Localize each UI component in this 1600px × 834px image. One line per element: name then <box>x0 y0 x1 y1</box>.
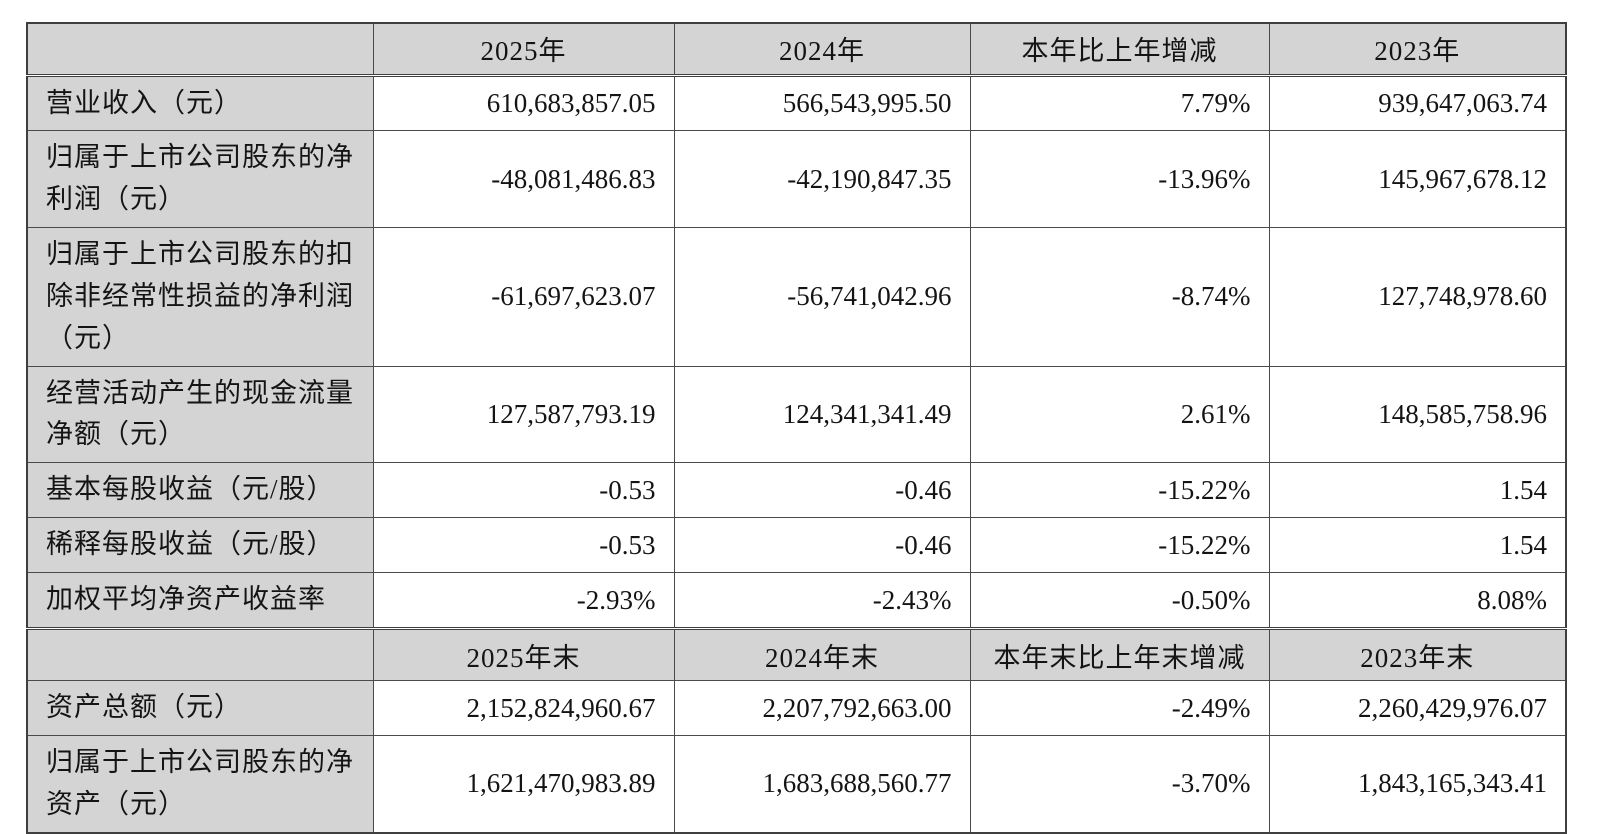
table-header-annual: 2025年 2024年 本年比上年增减 2023年 <box>26 22 1567 77</box>
cell-2024: -42,190,847.35 <box>673 130 971 229</box>
cell-2025: 610,683,857.05 <box>372 74 675 132</box>
header-end-2025: 2025年末 <box>372 628 675 682</box>
table-row-net-assets: 归属于上市公司股东的净资产（元） 1,621,470,983.89 1,683,… <box>26 735 1567 834</box>
cell-2024: 2,207,792,663.00 <box>673 680 971 737</box>
row-label: 基本每股收益（元/股） <box>26 462 374 519</box>
table-row-basic-eps: 基本每股收益（元/股） -0.53 -0.46 -15.22% 1.54 <box>26 462 1567 519</box>
key-financial-data-table: 2025年 2024年 本年比上年增减 2023年 营业收入（元） 610,68… <box>26 22 1567 834</box>
cell-2025: -0.53 <box>372 462 675 519</box>
cell-yoy: 7.79% <box>969 74 1270 132</box>
header-yoy-change: 本年比上年增减 <box>969 22 1270 77</box>
cell-2024: 124,341,341.49 <box>673 365 971 464</box>
cell-2023: 1.54 <box>1268 462 1567 519</box>
table-row-operating-revenue: 营业收入（元） 610,683,857.05 566,543,995.50 7.… <box>26 74 1567 132</box>
cell-2023: 127,748,978.60 <box>1268 227 1567 367</box>
cell-2025: -48,081,486.83 <box>372 130 675 229</box>
header-year-2024: 2024年 <box>673 22 971 77</box>
row-label: 加权平均净资产收益率 <box>26 572 374 631</box>
table-row-operating-cash-flow: 经营活动产生的现金流量净额（元） 127,587,793.19 124,341,… <box>26 365 1567 464</box>
cell-2025: -61,697,623.07 <box>372 227 675 367</box>
header-end-2024: 2024年末 <box>673 628 971 682</box>
header-corner-cell <box>26 22 374 77</box>
row-label: 经营活动产生的现金流量净额（元） <box>26 365 374 464</box>
cell-yoy: -0.50% <box>969 572 1270 631</box>
cell-2023: 8.08% <box>1268 572 1567 631</box>
cell-2024: -2.43% <box>673 572 971 631</box>
cell-2025: 127,587,793.19 <box>372 365 675 464</box>
cell-2023: 145,967,678.12 <box>1268 130 1567 229</box>
table-row-total-assets: 资产总额（元） 2,152,824,960.67 2,207,792,663.0… <box>26 680 1567 737</box>
cell-yoy: -8.74% <box>969 227 1270 367</box>
table-row-diluted-eps: 稀释每股收益（元/股） -0.53 -0.46 -15.22% 1.54 <box>26 517 1567 574</box>
cell-2023: 2,260,429,976.07 <box>1268 680 1567 737</box>
cell-2025: 1,621,470,983.89 <box>372 735 675 834</box>
cell-yoy: -15.22% <box>969 517 1270 574</box>
cell-yoy: -3.70% <box>969 735 1270 834</box>
cell-2025: -2.93% <box>372 572 675 631</box>
table-row-weighted-avg-roe: 加权平均净资产收益率 -2.93% -2.43% -0.50% 8.08% <box>26 572 1567 631</box>
cell-yoy: -2.49% <box>969 680 1270 737</box>
table-row-net-profit: 归属于上市公司股东的净利润（元） -48,081,486.83 -42,190,… <box>26 130 1567 229</box>
header-end-yoy-change: 本年末比上年末增减 <box>969 628 1270 682</box>
row-label: 归属于上市公司股东的扣除非经常性损益的净利润（元） <box>26 227 374 367</box>
cell-2024: -0.46 <box>673 462 971 519</box>
cell-2024: 1,683,688,560.77 <box>673 735 971 834</box>
row-label: 资产总额（元） <box>26 680 374 737</box>
cell-yoy: 2.61% <box>969 365 1270 464</box>
cell-2024: 566,543,995.50 <box>673 74 971 132</box>
table-row-net-profit-excl-nonrecurring: 归属于上市公司股东的扣除非经常性损益的净利润（元） -61,697,623.07… <box>26 227 1567 367</box>
header-year-2023: 2023年 <box>1268 22 1567 77</box>
row-label: 营业收入（元） <box>26 74 374 132</box>
cell-2024: -0.46 <box>673 517 971 574</box>
table-header-period-end: 2025年末 2024年末 本年末比上年末增减 2023年末 <box>26 628 1567 682</box>
cell-yoy: -15.22% <box>969 462 1270 519</box>
row-label: 稀释每股收益（元/股） <box>26 517 374 574</box>
cell-2024: -56,741,042.96 <box>673 227 971 367</box>
header-corner-cell <box>26 628 374 682</box>
cell-2023: 1,843,165,343.41 <box>1268 735 1567 834</box>
header-year-2025: 2025年 <box>372 22 675 77</box>
cell-2023: 148,585,758.96 <box>1268 365 1567 464</box>
cell-2025: -0.53 <box>372 517 675 574</box>
row-label: 归属于上市公司股东的净资产（元） <box>26 735 374 834</box>
cell-2025: 2,152,824,960.67 <box>372 680 675 737</box>
cell-yoy: -13.96% <box>969 130 1270 229</box>
cell-2023: 1.54 <box>1268 517 1567 574</box>
header-end-2023: 2023年末 <box>1268 628 1567 682</box>
cell-2023: 939,647,063.74 <box>1268 74 1567 132</box>
row-label: 归属于上市公司股东的净利润（元） <box>26 130 374 229</box>
